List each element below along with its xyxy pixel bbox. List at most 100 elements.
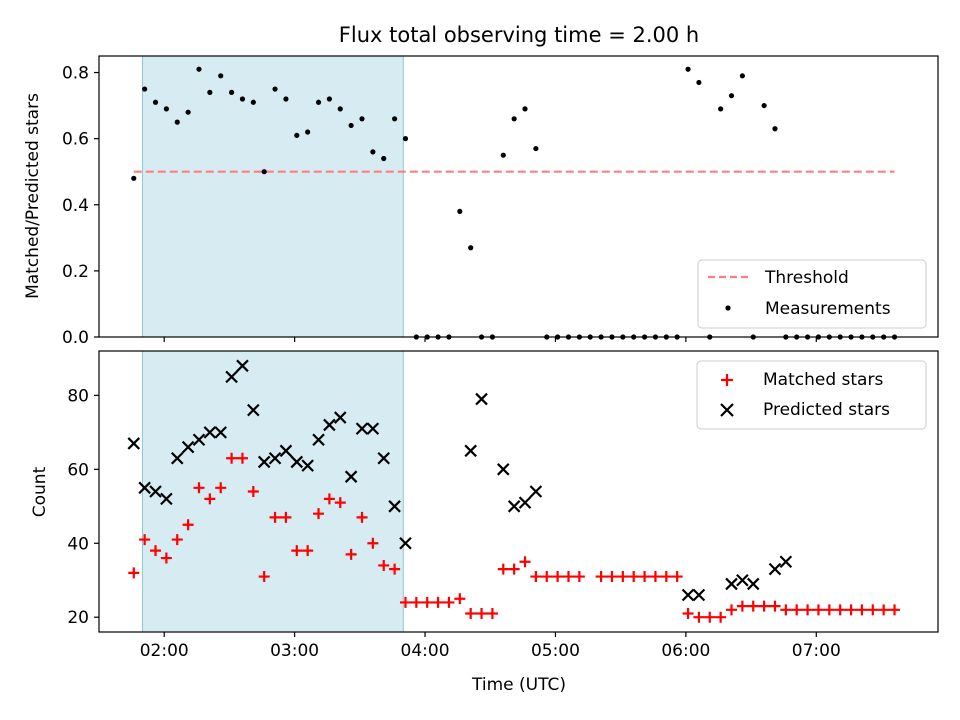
predicted-stars-point [366, 422, 380, 435]
predicted-stars-point [464, 444, 477, 458]
ratio-legend: Threshold Measurements [697, 259, 927, 329]
measurement-point [326, 96, 332, 102]
measurement-point [381, 155, 387, 162]
measurement-point [228, 89, 235, 95]
ratio-y-axis-label: Matched/Predicted stars [23, 93, 43, 299]
predicted-stars-point [290, 455, 304, 469]
predicted-stars-point [160, 492, 173, 506]
measurement-point [196, 66, 202, 72]
predicted-stars-point [692, 588, 706, 602]
legend-threshold-label: Threshold [764, 268, 849, 288]
x-tick-label: 05:00 [531, 641, 580, 661]
matched-stars-point [313, 508, 325, 520]
predicted-stars-point [497, 463, 510, 476]
matched-stars-point [562, 571, 574, 583]
predicted-stars-point [181, 440, 195, 454]
count-legend-box [696, 360, 927, 430]
matched-stars-point [160, 552, 172, 564]
x-tick-label: 04:00 [401, 641, 450, 661]
predicted-stars-point [203, 426, 217, 439]
measurement-point [500, 152, 506, 158]
measurement-point [739, 73, 745, 79]
measurement-point [207, 89, 213, 95]
count-plot-frame [98, 350, 939, 633]
measurement-point [511, 116, 517, 122]
matched-stars-point [715, 611, 727, 623]
matched-stars-point [552, 571, 564, 583]
predicted-stars-point [768, 562, 782, 576]
y-tick-label: 0.6 [62, 130, 89, 150]
measurement-point [152, 99, 159, 105]
measurement-point [239, 96, 246, 102]
count-axis-ticks: 02:00 03:00 04:00 05:00 06:00 07:00 20 40 60 80 [67, 386, 840, 661]
measurement-point [718, 106, 724, 112]
matched-stars-point [856, 604, 868, 616]
predicted-stars-point [355, 422, 369, 435]
measurement-point [533, 145, 539, 152]
matched-stars-point [378, 559, 390, 571]
matched-stars-point [812, 604, 824, 616]
matched-stars-point [432, 596, 444, 608]
matched-stars-point [204, 493, 216, 505]
matched-stars-point [834, 604, 846, 616]
predicted-stars-point [399, 536, 412, 550]
predicted-stars-point [138, 481, 151, 495]
measurement-point [261, 169, 267, 175]
ratio-panel: Flux total observing time = 2.00 h 0.0 0.… [23, 23, 939, 348]
y-tick-label: 0.2 [62, 262, 89, 282]
measurement-point [359, 116, 365, 122]
measurement-point [142, 86, 148, 92]
predicted-stars-point [279, 444, 293, 458]
predicted-stars-point [475, 392, 488, 406]
legend-predicted-label: Predicted stars [763, 400, 890, 420]
predicted-stars-point [236, 359, 249, 373]
legend-measurements-label: Measurements [765, 299, 891, 319]
matched-stars-point [171, 534, 183, 546]
matched-stars-point [878, 604, 890, 616]
matched-stars-point [139, 534, 151, 546]
matched-stars-point [443, 596, 455, 608]
matched-stars-point [389, 563, 401, 575]
x-tick-label: 07:00 [792, 641, 841, 661]
x-tick-label: 06:00 [661, 641, 710, 661]
measurement-point [522, 106, 528, 112]
legend-matched-label: Matched stars [763, 370, 883, 390]
predicted-stars-point [507, 500, 521, 513]
predicted-stars-point [323, 418, 336, 432]
measurement-point [337, 106, 343, 112]
matched-stars-point [410, 596, 422, 608]
matched-stars-point [845, 604, 857, 616]
measurement-point [294, 132, 300, 138]
measurement-point [163, 106, 169, 112]
matched-stars-point [649, 571, 661, 583]
predicted-stars-point [388, 500, 401, 513]
count-panel: 02:00 03:00 04:00 05:00 06:00 07:00 20 40 60 80 C… [30, 350, 939, 695]
matched-stars-point [280, 511, 292, 523]
matched-stars-point [302, 545, 314, 557]
matched-stars-point [682, 608, 694, 620]
ratio-plot-frame [98, 55, 939, 338]
legend-predicted-swatch [720, 403, 734, 417]
matched-stars-point [193, 482, 205, 494]
matched-stars-point [345, 548, 357, 560]
measurement-point [283, 96, 289, 102]
matched-stars-point [399, 596, 411, 608]
measurement-point [250, 99, 256, 105]
predicted-stars-point [192, 433, 206, 447]
ratio-legend-box [697, 259, 927, 329]
observing-window-span-lower [141, 350, 404, 633]
measurement-point [696, 79, 702, 86]
measurement-point [402, 136, 409, 142]
matched-stars-point [780, 604, 792, 616]
matched-stars-point [421, 596, 433, 608]
matched-stars-point [889, 604, 901, 616]
matched-stars-point [323, 493, 335, 505]
predicted-stars-point [301, 459, 314, 472]
matched-stars-point [226, 452, 238, 464]
matched-stars-point [454, 593, 466, 605]
measurement-point [772, 126, 778, 132]
measurement-point [370, 149, 376, 155]
measurement-point [218, 73, 224, 79]
y-tick-label: 0.4 [62, 196, 89, 216]
observing-window-span [141, 55, 404, 338]
